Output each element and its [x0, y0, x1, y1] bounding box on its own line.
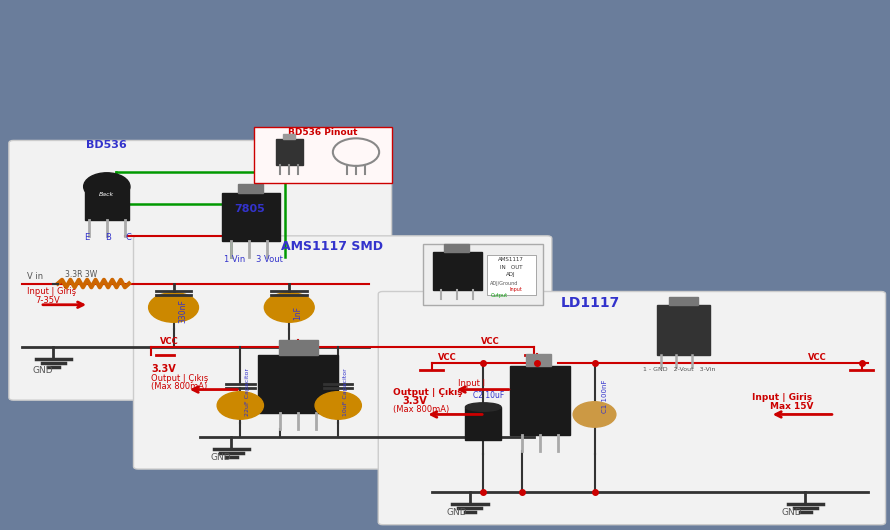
Bar [283, 134, 295, 139]
Text: Input: Input [510, 287, 522, 292]
Bar [222, 193, 280, 241]
Text: V in: V in [27, 272, 43, 281]
Text: BD536: BD536 [86, 140, 127, 151]
Text: GND: GND [781, 508, 802, 517]
Text: (Max 800mA): (Max 800mA) [393, 405, 449, 414]
Text: 1nF: 1nF [294, 306, 303, 320]
Text: Back: Back [100, 192, 114, 197]
Text: VCC: VCC [808, 353, 827, 362]
Bar [657, 305, 710, 355]
Text: 3.3V: 3.3V [402, 396, 427, 406]
Text: Input | Giriş: Input | Giriş [27, 287, 76, 296]
Text: 7805: 7805 [234, 204, 264, 214]
Circle shape [149, 293, 198, 322]
Text: GND: GND [447, 508, 467, 517]
Circle shape [84, 173, 130, 200]
Bar [254, 127, 392, 183]
Circle shape [264, 293, 314, 322]
Circle shape [217, 392, 263, 419]
FancyBboxPatch shape [9, 140, 392, 400]
Text: IN   OUT: IN OUT [499, 264, 522, 270]
Text: ADJ: ADJ [506, 272, 515, 277]
Text: 22uF Capacitor: 22uF Capacitor [245, 368, 250, 416]
Text: BD536 Pinout: BD536 Pinout [287, 128, 358, 137]
Text: C1 100nF: C1 100nF [602, 379, 608, 413]
Bar [433, 252, 482, 290]
Bar [423, 244, 543, 305]
Bar [526, 354, 551, 366]
Circle shape [573, 402, 616, 427]
Text: Output: Output [490, 293, 507, 298]
Text: Max 15V: Max 15V [770, 402, 813, 411]
Bar [444, 244, 469, 252]
Text: AMS1117 SMD: AMS1117 SMD [281, 240, 384, 253]
Text: 330nF: 330nF [178, 299, 187, 323]
Text: Input | Giriş: Input | Giriş [752, 393, 813, 402]
Text: E: E [84, 233, 89, 242]
Bar [258, 355, 338, 413]
Bar [276, 139, 303, 165]
Bar [487, 255, 536, 295]
Text: 3.3R 3W: 3.3R 3W [65, 270, 97, 279]
Text: C2 10uF: C2 10uF [473, 391, 504, 400]
Text: Output | Çıkış: Output | Çıkış [151, 374, 208, 383]
Text: LD1117: LD1117 [561, 296, 620, 311]
Text: GND: GND [33, 366, 53, 375]
Bar [279, 340, 318, 355]
Bar [465, 407, 501, 440]
FancyBboxPatch shape [378, 292, 886, 525]
Text: 3 Vout: 3 Vout [256, 255, 283, 264]
Bar [238, 184, 263, 193]
Text: 7-35V: 7-35V [36, 296, 61, 305]
Text: 1 - GND   2-Vout   3-Vin: 1 - GND 2-Vout 3-Vin [643, 367, 716, 372]
Text: (Max 800mA): (Max 800mA) [151, 382, 207, 391]
Bar [510, 366, 570, 435]
Bar [85, 186, 129, 220]
Text: AMS1117: AMS1117 [498, 257, 524, 262]
Circle shape [315, 392, 361, 419]
Text: Output | Çıkış: Output | Çıkış [393, 388, 463, 398]
Text: C: C [125, 233, 131, 242]
Text: VCC: VCC [481, 337, 499, 346]
Bar [669, 297, 698, 305]
Text: ADJ/Ground: ADJ/Ground [490, 280, 519, 286]
Text: GND: GND [211, 453, 231, 462]
FancyBboxPatch shape [134, 236, 552, 469]
Text: 1 Vin: 1 Vin [224, 255, 246, 264]
Text: B: B [105, 233, 110, 242]
Text: VCC: VCC [438, 353, 457, 362]
Ellipse shape [465, 403, 501, 411]
Text: 3.3V: 3.3V [151, 364, 176, 374]
Text: VCC: VCC [160, 337, 179, 346]
Text: Input I: Input I [458, 379, 485, 388]
Text: 10uF Capacitor: 10uF Capacitor [343, 368, 348, 416]
